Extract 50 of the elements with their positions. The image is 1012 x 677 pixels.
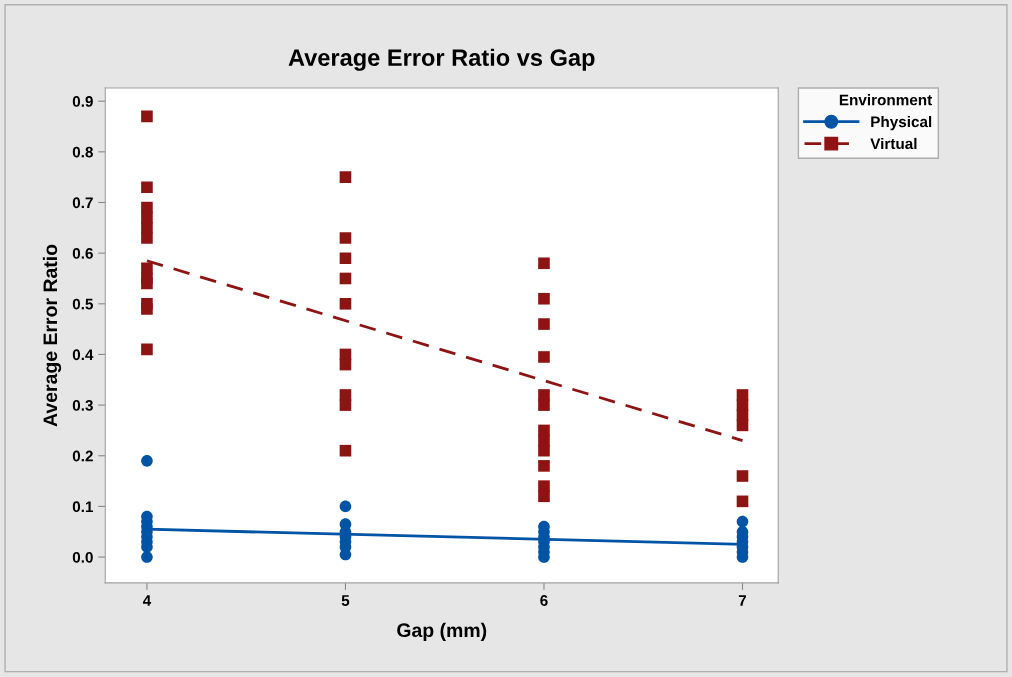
point xyxy=(141,551,153,563)
chart-title: Average Error Ratio vs Gap xyxy=(288,48,595,71)
legend-label: Physical xyxy=(871,116,932,131)
y-tick-label: 0.1 xyxy=(72,501,94,513)
point xyxy=(339,297,352,310)
point xyxy=(141,181,153,194)
point xyxy=(736,470,749,482)
point xyxy=(141,232,153,244)
point xyxy=(538,490,550,503)
point xyxy=(339,171,352,183)
y-tick-label: 0.4 xyxy=(72,349,94,361)
point xyxy=(339,252,352,265)
point xyxy=(538,399,550,411)
x-tick-label: 6 xyxy=(540,595,548,606)
point xyxy=(339,444,352,457)
legend-label: Virtual xyxy=(870,137,917,150)
point xyxy=(141,343,153,356)
y-tick-label: 0.6 xyxy=(72,248,93,259)
point xyxy=(339,358,352,371)
point xyxy=(538,444,550,457)
point xyxy=(538,351,550,363)
y-tick-label: 0.8 xyxy=(72,146,93,158)
point xyxy=(339,232,352,244)
x-axis-title: Gap (mm) xyxy=(397,622,487,641)
y-tick-label: 0.2 xyxy=(72,450,93,462)
y-tick-label: 0.9 xyxy=(72,96,93,107)
point xyxy=(339,399,352,411)
point xyxy=(141,277,153,290)
legend-title: Environment xyxy=(839,94,933,106)
point xyxy=(141,455,153,467)
y-tick-label: 0.5 xyxy=(72,298,94,310)
point xyxy=(141,303,153,315)
point xyxy=(141,110,153,123)
point xyxy=(538,318,550,330)
x-tick-label: 5 xyxy=(341,595,350,606)
point xyxy=(339,500,352,513)
point xyxy=(538,257,550,270)
point xyxy=(736,409,749,422)
x-tick-label: 4 xyxy=(142,595,152,606)
y-tick-label: 0.3 xyxy=(72,399,93,411)
point xyxy=(339,272,352,285)
x-tick-label: 7 xyxy=(738,595,747,606)
point xyxy=(538,292,550,305)
point xyxy=(736,495,749,508)
point xyxy=(538,460,550,472)
y-tick-label: 0.7 xyxy=(72,197,93,209)
point xyxy=(736,419,749,432)
y-axis-title: Average Error Ratio xyxy=(42,244,62,427)
y-tick-label: 0.0 xyxy=(72,551,93,563)
point xyxy=(736,515,749,528)
